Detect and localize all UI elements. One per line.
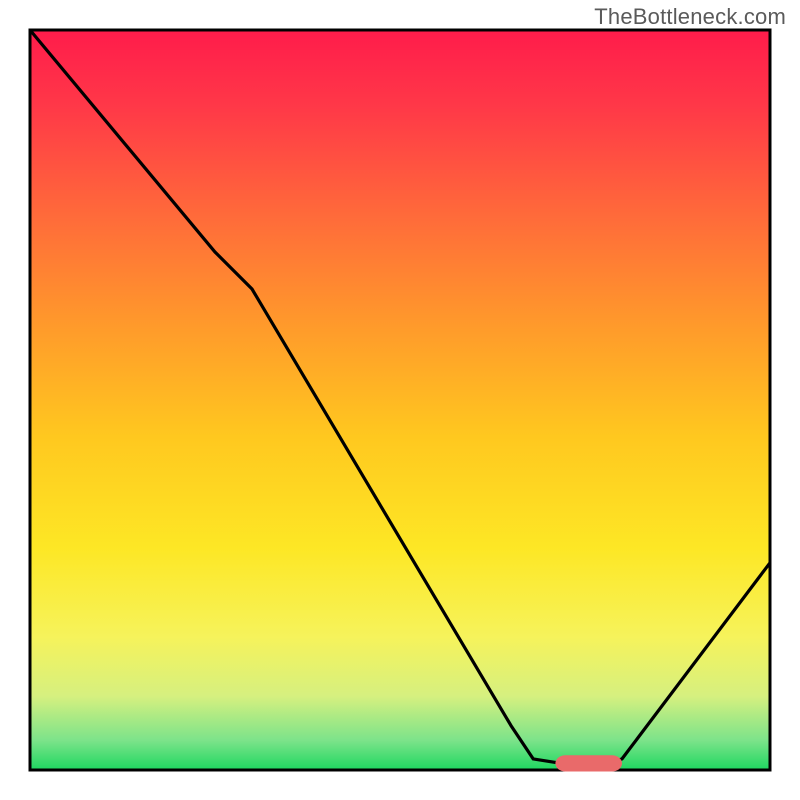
chart-svg [30,30,770,770]
optimum-marker [555,755,622,771]
canvas: TheBottleneck.com [0,0,800,800]
watermark-text: TheBottleneck.com [594,4,786,30]
bottleneck-curve [30,30,770,765]
chart-plot-area [30,30,770,770]
chart-border [30,30,770,770]
